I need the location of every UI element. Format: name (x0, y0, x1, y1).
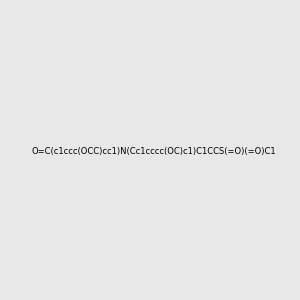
Text: O=C(c1ccc(OCC)cc1)N(Cc1cccc(OC)c1)C1CCS(=O)(=O)C1: O=C(c1ccc(OCC)cc1)N(Cc1cccc(OC)c1)C1CCS(… (32, 147, 276, 156)
